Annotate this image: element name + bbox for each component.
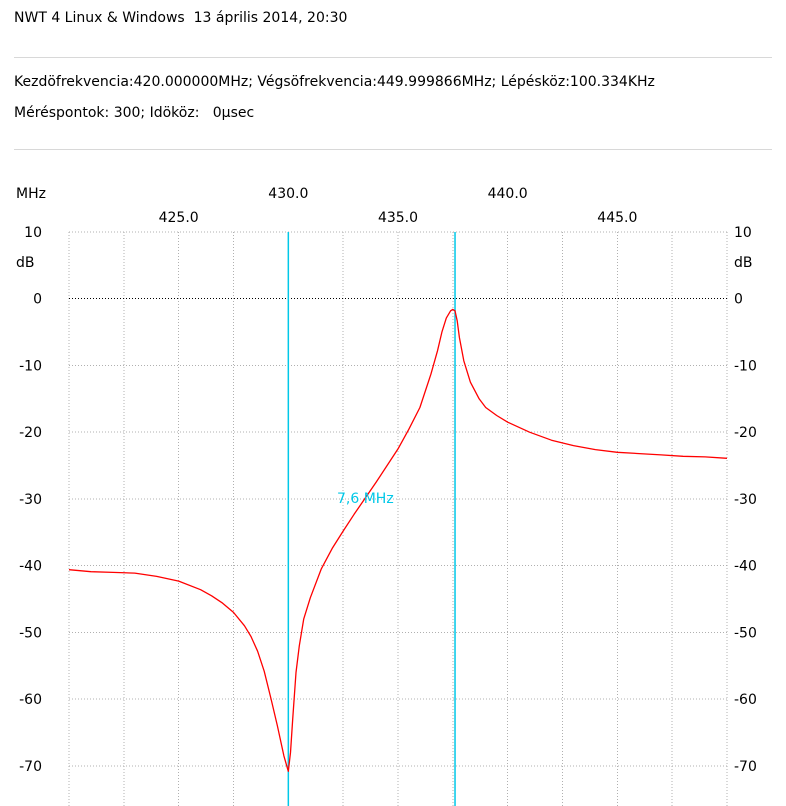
y-tick-label-left: 0: [33, 292, 42, 308]
header-divider: [14, 57, 772, 58]
measurement-info: Méréspontok: 300; Idököz: 0µsec: [14, 105, 255, 121]
y-tick-label-right: -40: [734, 559, 757, 575]
x-tick-label-lower: 435.0: [378, 210, 418, 226]
y-axis-unit-label-right: dB: [734, 255, 753, 271]
y-tick-label-right: 0: [734, 292, 743, 308]
y-tick-label-right: -20: [734, 425, 757, 441]
chart-labels: MHz dB dB 7,6 MHz 10 10 0 0 -10 -10 -20 -20 -30 -…: [16, 186, 757, 775]
y-tick-label-left: -50: [19, 625, 42, 641]
y-axis-unit-label-left: dB: [16, 255, 35, 271]
frequency-markers: [287, 232, 456, 806]
y-tick-label-left: -40: [19, 559, 42, 575]
app-title: NWT 4 Linux & Windows 13 április 2014, 2…: [14, 10, 348, 26]
y-tick-label-left: -30: [19, 492, 42, 508]
x-tick-label-lower: 425.0: [159, 210, 199, 226]
x-axis-unit-label: MHz: [16, 186, 46, 202]
y-tick-label-left: -20: [19, 425, 42, 441]
y-tick-label-right: -70: [734, 759, 757, 775]
x-tick-label-lower: 445.0: [597, 210, 637, 226]
info-divider: [14, 149, 772, 150]
chart-grid: [68, 231, 728, 806]
y-tick-label-right: -30: [734, 492, 757, 508]
frequency-info: Kezdöfrekvencia:420.000000MHz; Végsöfrek…: [14, 74, 655, 90]
y-tick-label-left: -60: [19, 692, 42, 708]
y-tick-label-right: -50: [734, 625, 757, 641]
x-tick-label-upper: 440.0: [488, 186, 528, 202]
x-tick-label-upper: 430.0: [268, 186, 308, 202]
response-trace: [68, 308, 728, 772]
y-tick-label-right: -10: [734, 358, 757, 374]
y-tick-label-left: 10: [24, 225, 42, 241]
y-tick-label-right: 10: [734, 225, 752, 241]
marker-span-annotation: 7,6 MHz: [337, 491, 394, 507]
trace-layer: [68, 308, 728, 772]
y-tick-label-right: -60: [734, 692, 757, 708]
y-tick-label-left: -70: [19, 759, 42, 775]
y-tick-label-left: -10: [19, 358, 42, 374]
